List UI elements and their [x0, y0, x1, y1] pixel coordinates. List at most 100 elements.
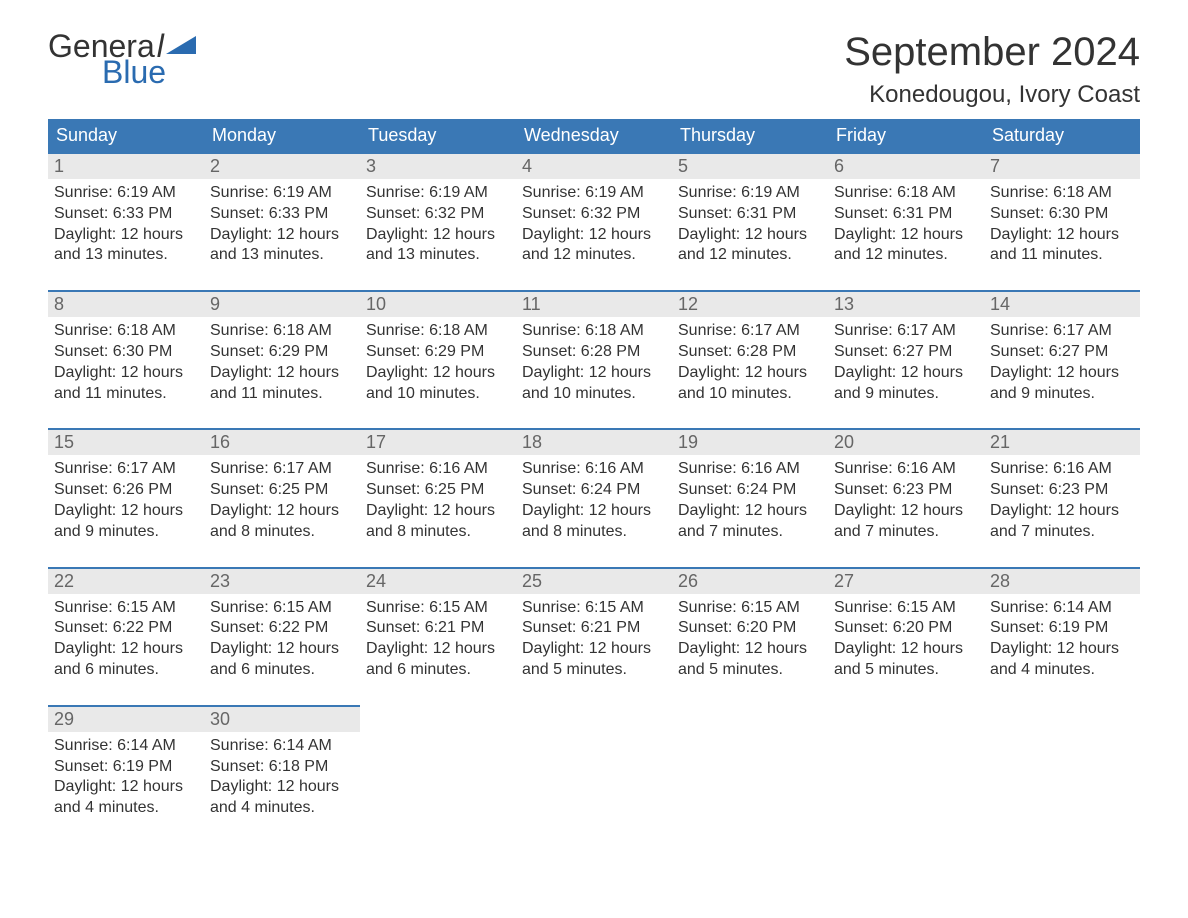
- daylight-text: Daylight: 12 hours and 9 minutes.: [54, 501, 198, 543]
- daylight-text: Daylight: 12 hours and 10 minutes.: [678, 363, 822, 405]
- sunrise-text: Sunrise: 6:15 AM: [366, 598, 510, 619]
- day-cell: 30Sunrise: 6:14 AMSunset: 6:18 PMDayligh…: [204, 705, 360, 823]
- day-cell: 8Sunrise: 6:18 AMSunset: 6:30 PMDaylight…: [48, 290, 204, 408]
- sunset-text: Sunset: 6:18 PM: [210, 757, 354, 778]
- day-body: Sunrise: 6:16 AMSunset: 6:24 PMDaylight:…: [672, 455, 828, 546]
- logo-blue-text: Blue: [102, 56, 196, 88]
- sunset-text: Sunset: 6:33 PM: [54, 204, 198, 225]
- title-block: September 2024 Konedougou, Ivory Coast: [844, 30, 1140, 109]
- day-cell: 27Sunrise: 6:15 AMSunset: 6:20 PMDayligh…: [828, 567, 984, 685]
- day-cell: 17Sunrise: 6:16 AMSunset: 6:25 PMDayligh…: [360, 428, 516, 546]
- daylight-text: Daylight: 12 hours and 13 minutes.: [366, 225, 510, 267]
- day-body: Sunrise: 6:14 AMSunset: 6:19 PMDaylight:…: [984, 594, 1140, 685]
- sunrise-text: Sunrise: 6:15 AM: [834, 598, 978, 619]
- day-header-wednesday: Wednesday: [516, 119, 672, 152]
- sunrise-text: Sunrise: 6:19 AM: [678, 183, 822, 204]
- sunset-text: Sunset: 6:19 PM: [990, 618, 1134, 639]
- day-cell: 16Sunrise: 6:17 AMSunset: 6:25 PMDayligh…: [204, 428, 360, 546]
- day-body: Sunrise: 6:19 AMSunset: 6:32 PMDaylight:…: [516, 179, 672, 270]
- day-body: Sunrise: 6:17 AMSunset: 6:25 PMDaylight:…: [204, 455, 360, 546]
- daylight-text: Daylight: 12 hours and 8 minutes.: [366, 501, 510, 543]
- day-cell: 26Sunrise: 6:15 AMSunset: 6:20 PMDayligh…: [672, 567, 828, 685]
- day-number: 26: [672, 567, 828, 594]
- day-header-tuesday: Tuesday: [360, 119, 516, 152]
- sunset-text: Sunset: 6:22 PM: [210, 618, 354, 639]
- week-row: 29Sunrise: 6:14 AMSunset: 6:19 PMDayligh…: [48, 705, 1140, 823]
- sunset-text: Sunset: 6:25 PM: [366, 480, 510, 501]
- day-cell: 5Sunrise: 6:19 AMSunset: 6:31 PMDaylight…: [672, 152, 828, 270]
- sunset-text: Sunset: 6:28 PM: [522, 342, 666, 363]
- day-number: 5: [672, 152, 828, 179]
- sunrise-text: Sunrise: 6:16 AM: [366, 459, 510, 480]
- day-body: Sunrise: 6:15 AMSunset: 6:22 PMDaylight:…: [48, 594, 204, 685]
- location-text: Konedougou, Ivory Coast: [844, 81, 1140, 109]
- day-body: Sunrise: 6:19 AMSunset: 6:31 PMDaylight:…: [672, 179, 828, 270]
- daylight-text: Daylight: 12 hours and 9 minutes.: [990, 363, 1134, 405]
- day-cell: 29Sunrise: 6:14 AMSunset: 6:19 PMDayligh…: [48, 705, 204, 823]
- day-cell: 4Sunrise: 6:19 AMSunset: 6:32 PMDaylight…: [516, 152, 672, 270]
- sunset-text: Sunset: 6:26 PM: [54, 480, 198, 501]
- day-number: 16: [204, 428, 360, 455]
- day-cell: 13Sunrise: 6:17 AMSunset: 6:27 PMDayligh…: [828, 290, 984, 408]
- sunset-text: Sunset: 6:21 PM: [366, 618, 510, 639]
- day-cell: 11Sunrise: 6:18 AMSunset: 6:28 PMDayligh…: [516, 290, 672, 408]
- daylight-text: Daylight: 12 hours and 7 minutes.: [990, 501, 1134, 543]
- day-cell: 14Sunrise: 6:17 AMSunset: 6:27 PMDayligh…: [984, 290, 1140, 408]
- sunset-text: Sunset: 6:27 PM: [990, 342, 1134, 363]
- daylight-text: Daylight: 12 hours and 12 minutes.: [522, 225, 666, 267]
- sunrise-text: Sunrise: 6:17 AM: [54, 459, 198, 480]
- sunrise-text: Sunrise: 6:14 AM: [990, 598, 1134, 619]
- header: General Blue September 2024 Konedougou, …: [48, 30, 1140, 109]
- logo-triangle-icon: [166, 34, 196, 58]
- sunset-text: Sunset: 6:23 PM: [990, 480, 1134, 501]
- day-header-sunday: Sunday: [48, 119, 204, 152]
- day-cell: 7Sunrise: 6:18 AMSunset: 6:30 PMDaylight…: [984, 152, 1140, 270]
- sunrise-text: Sunrise: 6:18 AM: [990, 183, 1134, 204]
- sunset-text: Sunset: 6:24 PM: [678, 480, 822, 501]
- day-number: 18: [516, 428, 672, 455]
- day-cell: 12Sunrise: 6:17 AMSunset: 6:28 PMDayligh…: [672, 290, 828, 408]
- day-body: Sunrise: 6:16 AMSunset: 6:25 PMDaylight:…: [360, 455, 516, 546]
- day-number: 23: [204, 567, 360, 594]
- sunrise-text: Sunrise: 6:18 AM: [54, 321, 198, 342]
- sunset-text: Sunset: 6:31 PM: [678, 204, 822, 225]
- day-number: 27: [828, 567, 984, 594]
- daylight-text: Daylight: 12 hours and 11 minutes.: [990, 225, 1134, 267]
- week-row: 15Sunrise: 6:17 AMSunset: 6:26 PMDayligh…: [48, 428, 1140, 546]
- sunrise-text: Sunrise: 6:17 AM: [210, 459, 354, 480]
- daylight-text: Daylight: 12 hours and 5 minutes.: [834, 639, 978, 681]
- sunset-text: Sunset: 6:20 PM: [678, 618, 822, 639]
- week-row: 1Sunrise: 6:19 AMSunset: 6:33 PMDaylight…: [48, 152, 1140, 270]
- day-cell: 24Sunrise: 6:15 AMSunset: 6:21 PMDayligh…: [360, 567, 516, 685]
- daylight-text: Daylight: 12 hours and 13 minutes.: [210, 225, 354, 267]
- sunset-text: Sunset: 6:27 PM: [834, 342, 978, 363]
- sunset-text: Sunset: 6:30 PM: [54, 342, 198, 363]
- day-number: 2: [204, 152, 360, 179]
- day-header-friday: Friday: [828, 119, 984, 152]
- daylight-text: Daylight: 12 hours and 12 minutes.: [678, 225, 822, 267]
- sunrise-text: Sunrise: 6:19 AM: [54, 183, 198, 204]
- day-body: Sunrise: 6:16 AMSunset: 6:23 PMDaylight:…: [828, 455, 984, 546]
- sunrise-text: Sunrise: 6:18 AM: [210, 321, 354, 342]
- sunset-text: Sunset: 6:33 PM: [210, 204, 354, 225]
- sunrise-text: Sunrise: 6:19 AM: [210, 183, 354, 204]
- sunrise-text: Sunrise: 6:15 AM: [54, 598, 198, 619]
- day-number: 4: [516, 152, 672, 179]
- daylight-text: Daylight: 12 hours and 9 minutes.: [834, 363, 978, 405]
- daylight-text: Daylight: 12 hours and 7 minutes.: [678, 501, 822, 543]
- day-body: Sunrise: 6:15 AMSunset: 6:20 PMDaylight:…: [672, 594, 828, 685]
- day-cell: 10Sunrise: 6:18 AMSunset: 6:29 PMDayligh…: [360, 290, 516, 408]
- daylight-text: Daylight: 12 hours and 4 minutes.: [210, 777, 354, 819]
- day-body: Sunrise: 6:17 AMSunset: 6:27 PMDaylight:…: [828, 317, 984, 408]
- daylight-text: Daylight: 12 hours and 5 minutes.: [522, 639, 666, 681]
- calendar: Sunday Monday Tuesday Wednesday Thursday…: [48, 119, 1140, 823]
- sunset-text: Sunset: 6:29 PM: [366, 342, 510, 363]
- day-body: Sunrise: 6:18 AMSunset: 6:28 PMDaylight:…: [516, 317, 672, 408]
- day-number: 19: [672, 428, 828, 455]
- day-cell: [672, 705, 828, 823]
- sunset-text: Sunset: 6:29 PM: [210, 342, 354, 363]
- day-body: Sunrise: 6:17 AMSunset: 6:27 PMDaylight:…: [984, 317, 1140, 408]
- day-header-thursday: Thursday: [672, 119, 828, 152]
- day-body: Sunrise: 6:16 AMSunset: 6:24 PMDaylight:…: [516, 455, 672, 546]
- day-cell: 15Sunrise: 6:17 AMSunset: 6:26 PMDayligh…: [48, 428, 204, 546]
